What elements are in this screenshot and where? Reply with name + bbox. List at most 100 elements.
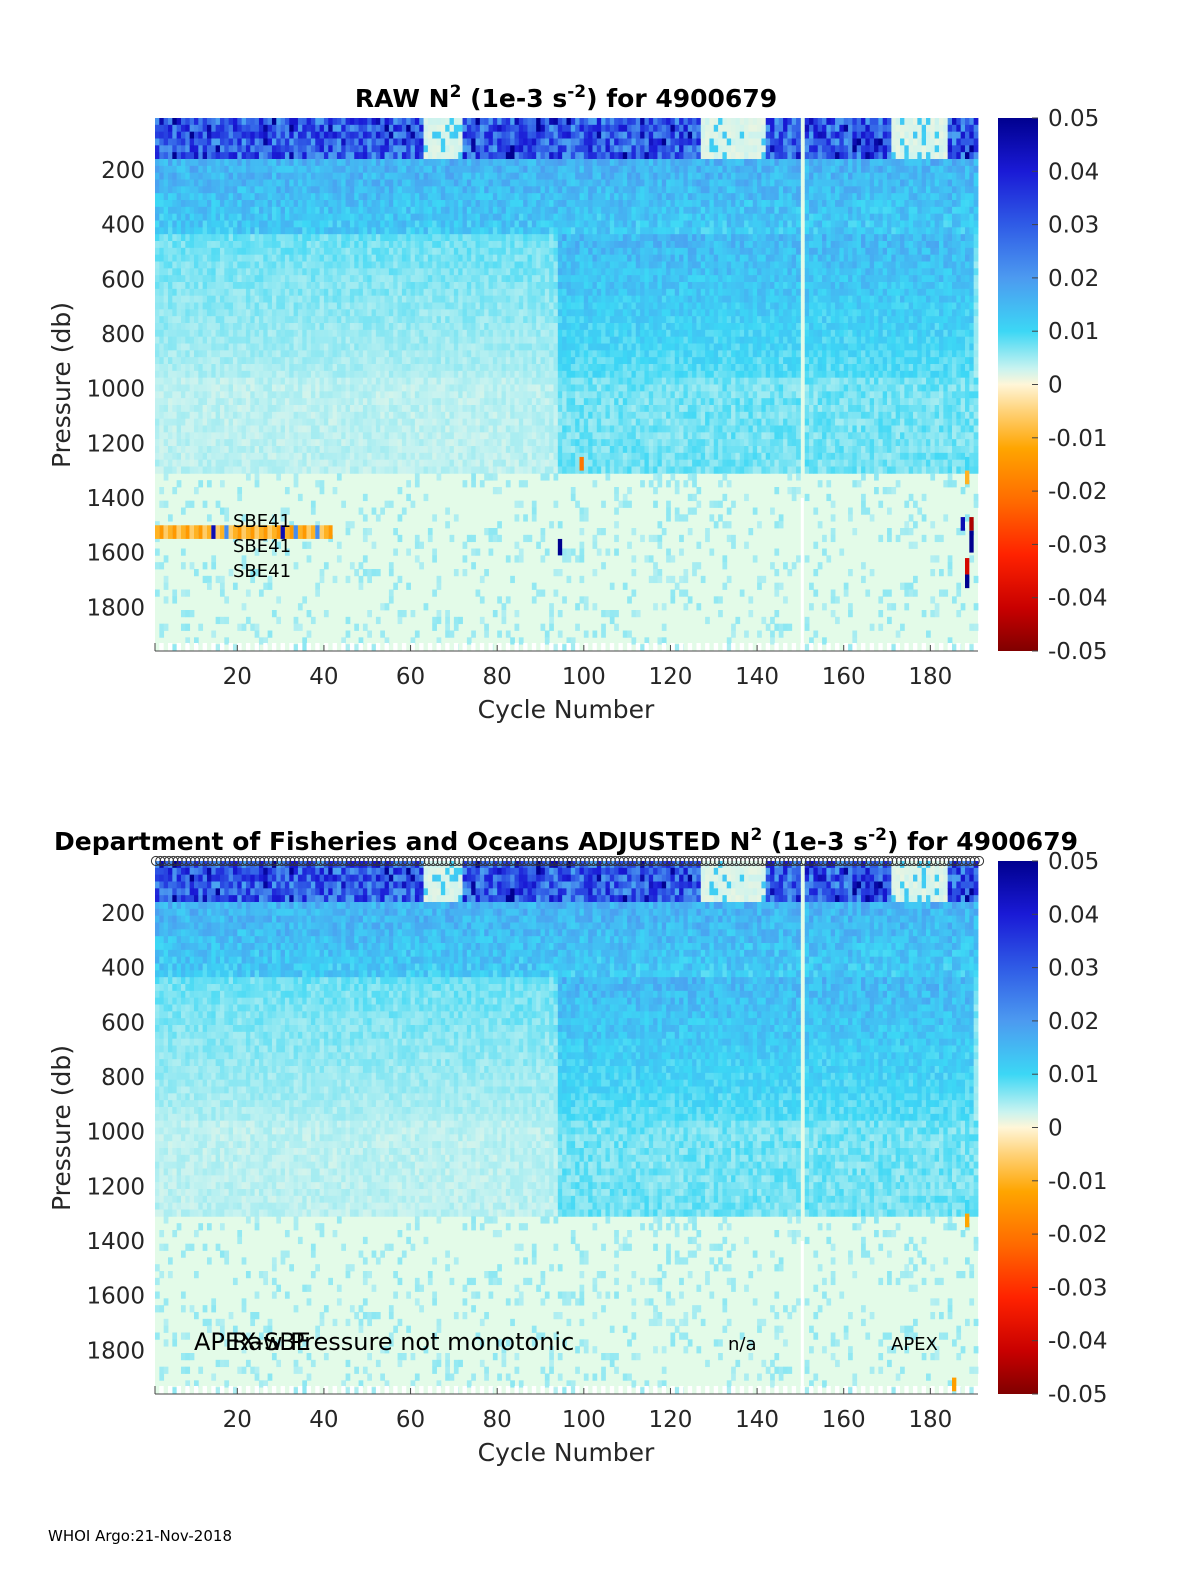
heatmap-cell [228,370,234,379]
heatmap-cell [492,534,498,543]
heatmap-cell [202,439,208,447]
heatmap-cell [514,268,520,276]
heatmap-cell [501,118,507,126]
heatmap-cell [180,398,186,406]
heatmap-cell [358,247,364,256]
heatmap-cell [176,459,182,467]
heatmap-cell [180,357,186,365]
heatmap-cell [410,138,416,146]
heatmap-cell [250,159,256,167]
heatmap-cell [388,247,394,256]
heatmap-cell [488,247,494,256]
heatmap-cell [289,432,295,440]
heatmap-cell [159,459,165,467]
heatmap-cell [267,329,273,338]
heatmap-cell [514,138,520,146]
heatmap-cell [284,323,290,331]
heatmap-cell [159,288,165,297]
heatmap-cell [384,275,390,283]
heatmap-cell [536,220,541,228]
heatmap-cell [315,131,320,139]
heatmap-cell [419,288,424,297]
heatmap-cell [250,364,256,372]
heatmap-cell [453,118,459,126]
heatmap-cell [276,323,282,331]
heatmap-cell [466,124,472,133]
heatmap-cell [397,439,403,447]
heatmap-cell [293,329,299,338]
heatmap-cell [258,377,264,385]
heatmap-cell [406,131,411,139]
heatmap-cell [206,398,212,406]
heatmap-cell [163,425,169,433]
heatmap-cell [328,152,333,160]
heatmap-cell [245,145,251,153]
heatmap-cell [241,138,247,146]
heatmap-cell [297,329,303,338]
heatmap-cell [471,377,476,385]
heatmap-cell [388,596,394,604]
heatmap-cell [388,350,394,358]
heatmap-cell [189,275,195,283]
heatmap-cell [176,432,182,440]
heatmap-cell [436,172,442,180]
heatmap-cell [380,357,385,365]
heatmap-cell [241,411,247,420]
heatmap-cell [193,425,199,433]
heatmap-cell [254,193,260,201]
heatmap-cell [471,350,476,358]
heatmap-cell [215,350,221,358]
heatmap-cell [241,275,247,283]
heatmap-cell [388,398,394,406]
heatmap-cell [475,377,481,385]
heatmap-cell [479,357,485,365]
heatmap-cell [202,432,208,440]
heatmap-cell [397,446,403,454]
heatmap-cell [514,377,520,385]
heatmap-cell [232,138,238,146]
heatmap-cell [276,432,282,440]
heatmap-cell [401,323,407,331]
heatmap-cell [358,384,364,392]
heatmap-cell [345,268,351,276]
heatmap-cell [332,302,338,310]
heatmap-cell [462,234,468,242]
heatmap-cell [466,138,472,146]
heatmap-cell [293,295,299,303]
heatmap-cell [414,432,420,440]
heatmap-cell [466,172,472,180]
heatmap-cell [388,336,394,344]
heatmap-cell [453,316,459,324]
heatmap-cell [202,124,208,133]
heatmap-cell [302,213,308,221]
heatmap-cell [466,206,472,215]
heatmap-cell [449,186,455,194]
heatmap-cell [401,159,407,167]
heatmap-cell [215,206,221,215]
heatmap-cell [523,241,528,249]
heatmap-cell [306,391,312,399]
heatmap-cell [375,418,381,426]
heatmap-cell [410,459,416,467]
heatmap-cell [319,302,325,310]
heatmap-cell [228,152,234,160]
heatmap-cell [440,350,446,358]
heatmap-cell [432,213,437,221]
heatmap-cell [267,452,273,461]
heatmap-cell [232,152,238,160]
heatmap-cell [449,138,455,146]
heatmap-cell [345,138,351,146]
heatmap-cell [436,405,442,413]
heatmap-cell [349,152,355,160]
heatmap-cell [276,425,282,433]
heatmap-cell [176,466,182,474]
heatmap-cell [436,295,442,303]
heatmap-cell [540,295,546,303]
heatmap-cell [354,357,359,365]
heatmap-cell [332,261,338,269]
heatmap-cell [180,452,186,461]
heatmap-cell [453,425,459,433]
heatmap-cell [440,193,446,201]
heatmap-cell [362,241,368,249]
heatmap-cell [531,247,537,256]
